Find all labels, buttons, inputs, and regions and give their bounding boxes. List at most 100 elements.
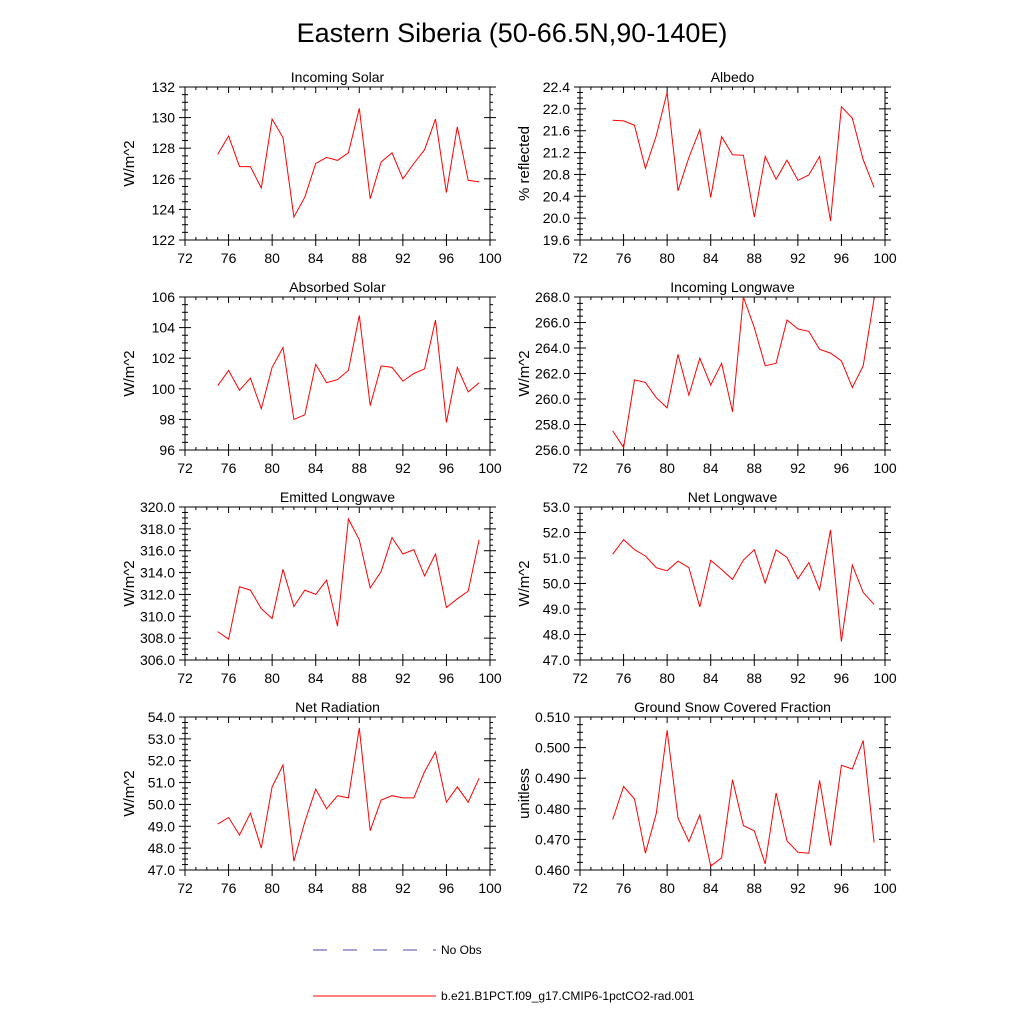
y-tick-label: 53.0 — [148, 731, 175, 747]
x-tick-label: 76 — [221, 670, 237, 686]
x-tick-label: 88 — [746, 880, 762, 896]
y-tick-label: 318.0 — [140, 521, 175, 537]
x-tick-label: 88 — [351, 460, 367, 476]
y-tick-label: 0.500 — [535, 740, 570, 756]
y-tick-label: 104 — [152, 320, 176, 336]
x-tick-label: 100 — [478, 460, 502, 476]
y-tick-label: 0.510 — [535, 709, 570, 725]
panel-title: Incoming Solar — [291, 69, 385, 85]
panel-net-longwave: Net Longwave W/m^2 72 76 80 84 88 92 96 100 47.0 48… — [516, 489, 897, 686]
x-tick-label: 92 — [790, 880, 806, 896]
series-line — [217, 315, 480, 423]
y-tick-label: 106 — [152, 289, 176, 305]
y-tick-label: 130 — [152, 110, 176, 126]
panel-title: Albedo — [711, 69, 755, 85]
x-tick-label: 96 — [439, 250, 455, 266]
x-tick-label: 84 — [308, 880, 324, 896]
x-tick-label: 88 — [746, 460, 762, 476]
plot-frame — [579, 296, 886, 451]
legend-obs-label: No Obs — [441, 943, 482, 957]
y-tick-label: 100 — [152, 381, 176, 397]
x-tick-label: 76 — [616, 250, 632, 266]
y-tick-label: 22.0 — [543, 101, 570, 117]
y-tick-label: 48.0 — [543, 627, 570, 643]
x-tick-label: 80 — [264, 880, 280, 896]
series-line — [612, 529, 875, 642]
y-tick-label: 316.0 — [140, 543, 175, 559]
x-tick-label: 100 — [873, 880, 897, 896]
x-tick-label: 72 — [572, 670, 588, 686]
y-tick-label: 0.470 — [535, 831, 570, 847]
x-tick-label: 88 — [351, 250, 367, 266]
y-axis-label: W/m^2 — [121, 140, 138, 186]
y-tick-label: 256.0 — [535, 442, 570, 458]
y-axis-label: unitless — [516, 768, 533, 819]
x-tick-label: 84 — [703, 670, 719, 686]
x-tick-label: 92 — [395, 250, 411, 266]
x-tick-label: 76 — [221, 460, 237, 476]
panel-albedo: Albedo % reflected 72 76 80 84 88 92 96 100 19.6 20… — [516, 69, 897, 266]
y-tick-label: 21.6 — [543, 123, 570, 139]
y-tick-label: 268.0 — [535, 289, 570, 305]
x-tick-label: 80 — [659, 880, 675, 896]
y-tick-label: 49.0 — [543, 601, 570, 617]
x-tick-label: 92 — [790, 460, 806, 476]
series-line — [612, 296, 875, 449]
x-tick-label: 80 — [659, 460, 675, 476]
panel-title: Net Radiation — [295, 699, 380, 715]
x-tick-label: 76 — [616, 670, 632, 686]
figure-title: Eastern Siberia (50-66.5N,90-140E) — [297, 18, 728, 48]
x-tick-label: 76 — [221, 250, 237, 266]
panel-absorbed-solar: Absorbed Solar W/m^2 72 76 80 84 88 92 96 100 96 98… — [121, 279, 502, 476]
y-axis-label: W/m^2 — [121, 350, 138, 396]
x-tick-label: 92 — [790, 670, 806, 686]
y-tick-label: 306.0 — [140, 652, 175, 668]
y-tick-label: 52.0 — [543, 525, 570, 541]
y-tick-label: 128 — [152, 140, 176, 156]
x-tick-label: 92 — [790, 250, 806, 266]
y-tick-label: 308.0 — [140, 630, 175, 646]
x-tick-label: 100 — [478, 670, 502, 686]
panel-title: Net Longwave — [688, 489, 778, 505]
y-tick-label: 314.0 — [140, 565, 175, 581]
legend: No Obs b.e21.B1PCT.f09_g17.CMIP6-1pctCO2… — [313, 943, 695, 1003]
plot-frame — [184, 86, 491, 241]
panel-incoming-longwave: Incoming Longwave W/m^2 72 76 80 84 88 92 96 100 2… — [516, 279, 897, 476]
y-tick-label: 320.0 — [140, 499, 175, 515]
x-tick-label: 88 — [746, 250, 762, 266]
y-tick-label: 266.0 — [535, 315, 570, 331]
x-tick-label: 92 — [395, 670, 411, 686]
x-tick-label: 84 — [703, 460, 719, 476]
series-line — [217, 108, 480, 219]
series-line — [612, 92, 875, 221]
x-tick-label: 72 — [572, 460, 588, 476]
x-tick-label: 92 — [395, 880, 411, 896]
x-tick-label: 88 — [351, 670, 367, 686]
y-tick-label: 0.480 — [535, 801, 570, 817]
y-tick-label: 53.0 — [543, 499, 570, 515]
y-tick-label: 126 — [152, 171, 176, 187]
series-line — [217, 727, 480, 862]
plot-frame — [579, 716, 886, 871]
x-tick-label: 88 — [351, 880, 367, 896]
y-tick-label: 260.0 — [535, 391, 570, 407]
x-tick-label: 80 — [264, 460, 280, 476]
y-tick-label: 96 — [159, 442, 175, 458]
x-tick-label: 72 — [177, 250, 193, 266]
y-axis-label: W/m^2 — [121, 770, 138, 816]
y-axis-label: % reflected — [516, 126, 533, 201]
y-tick-label: 52.0 — [148, 753, 175, 769]
y-tick-label: 310.0 — [140, 608, 175, 624]
y-tick-label: 50.0 — [148, 796, 175, 812]
y-tick-label: 124 — [152, 201, 176, 217]
y-tick-label: 21.2 — [543, 145, 570, 161]
y-tick-label: 20.4 — [543, 188, 570, 204]
y-tick-label: 19.6 — [543, 232, 570, 248]
y-tick-label: 312.0 — [140, 586, 175, 602]
y-tick-label: 262.0 — [535, 366, 570, 382]
x-tick-label: 80 — [264, 250, 280, 266]
panel-ground-snow-covered-fraction: Ground Snow Covered Fraction unitless 72 76… — [516, 699, 897, 896]
series-line — [217, 517, 480, 641]
y-tick-label: 50.0 — [543, 576, 570, 592]
